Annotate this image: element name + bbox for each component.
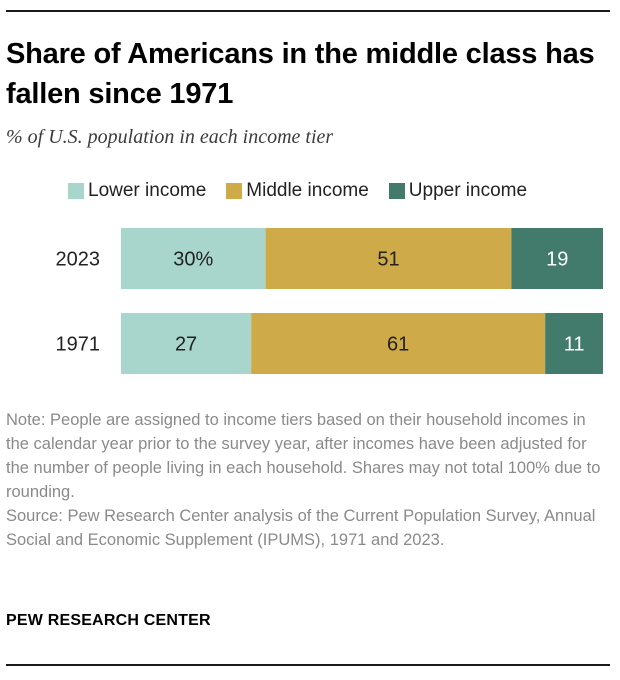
bar-lower-2023	[121, 228, 266, 289]
legend-swatch-lower	[68, 183, 84, 199]
legend-label-upper: Upper income	[408, 180, 528, 201]
data-label-upper-1971: 11	[564, 334, 585, 356]
bar-middle-1971	[251, 313, 546, 374]
data-label-lower-1971: 27	[175, 334, 197, 356]
category-label-1971: 1971	[56, 334, 101, 356]
data-label-lower-2023: 30%	[173, 249, 213, 271]
legend-swatch-middle	[226, 183, 243, 199]
source-text: Source: Pew Research Center analysis of …	[6, 507, 596, 549]
stacked-bar-chart: 2023 30% 51 19 1971 27 61 11	[56, 228, 603, 374]
legend-label-middle: Middle income	[246, 180, 369, 201]
top-rule	[6, 10, 610, 12]
legend-item-middle: Middle income	[226, 180, 369, 202]
data-label-middle-1971: 61	[387, 334, 409, 356]
legend-swatch-upper	[388, 183, 405, 199]
bottom-rule	[6, 664, 610, 666]
bar-upper-2023	[511, 228, 603, 289]
data-label-upper-2023: 19	[546, 249, 568, 271]
chart-notes: Note: People are assigned to income tier…	[6, 408, 610, 552]
chart-legend: Lower income Middle income Upper income	[68, 180, 527, 202]
brand-logo-text: PEW RESEARCH CENTER	[6, 612, 211, 629]
legend-item-upper: Upper income	[388, 180, 528, 202]
legend-item-lower: Lower income	[68, 180, 206, 202]
legend-label-lower: Lower income	[88, 180, 207, 201]
category-label-2023: 2023	[56, 249, 101, 271]
note-text: Note: People are assigned to income tier…	[6, 411, 601, 501]
chart-title: Share of Americans in the middle class h…	[6, 38, 595, 110]
bar-upper-1971	[545, 313, 603, 374]
bar-lower-1971	[121, 313, 252, 374]
data-label-middle-2023: 51	[377, 249, 399, 271]
bar-middle-2023	[265, 228, 512, 289]
chart-subtitle: % of U.S. population in each income tier	[6, 126, 334, 148]
